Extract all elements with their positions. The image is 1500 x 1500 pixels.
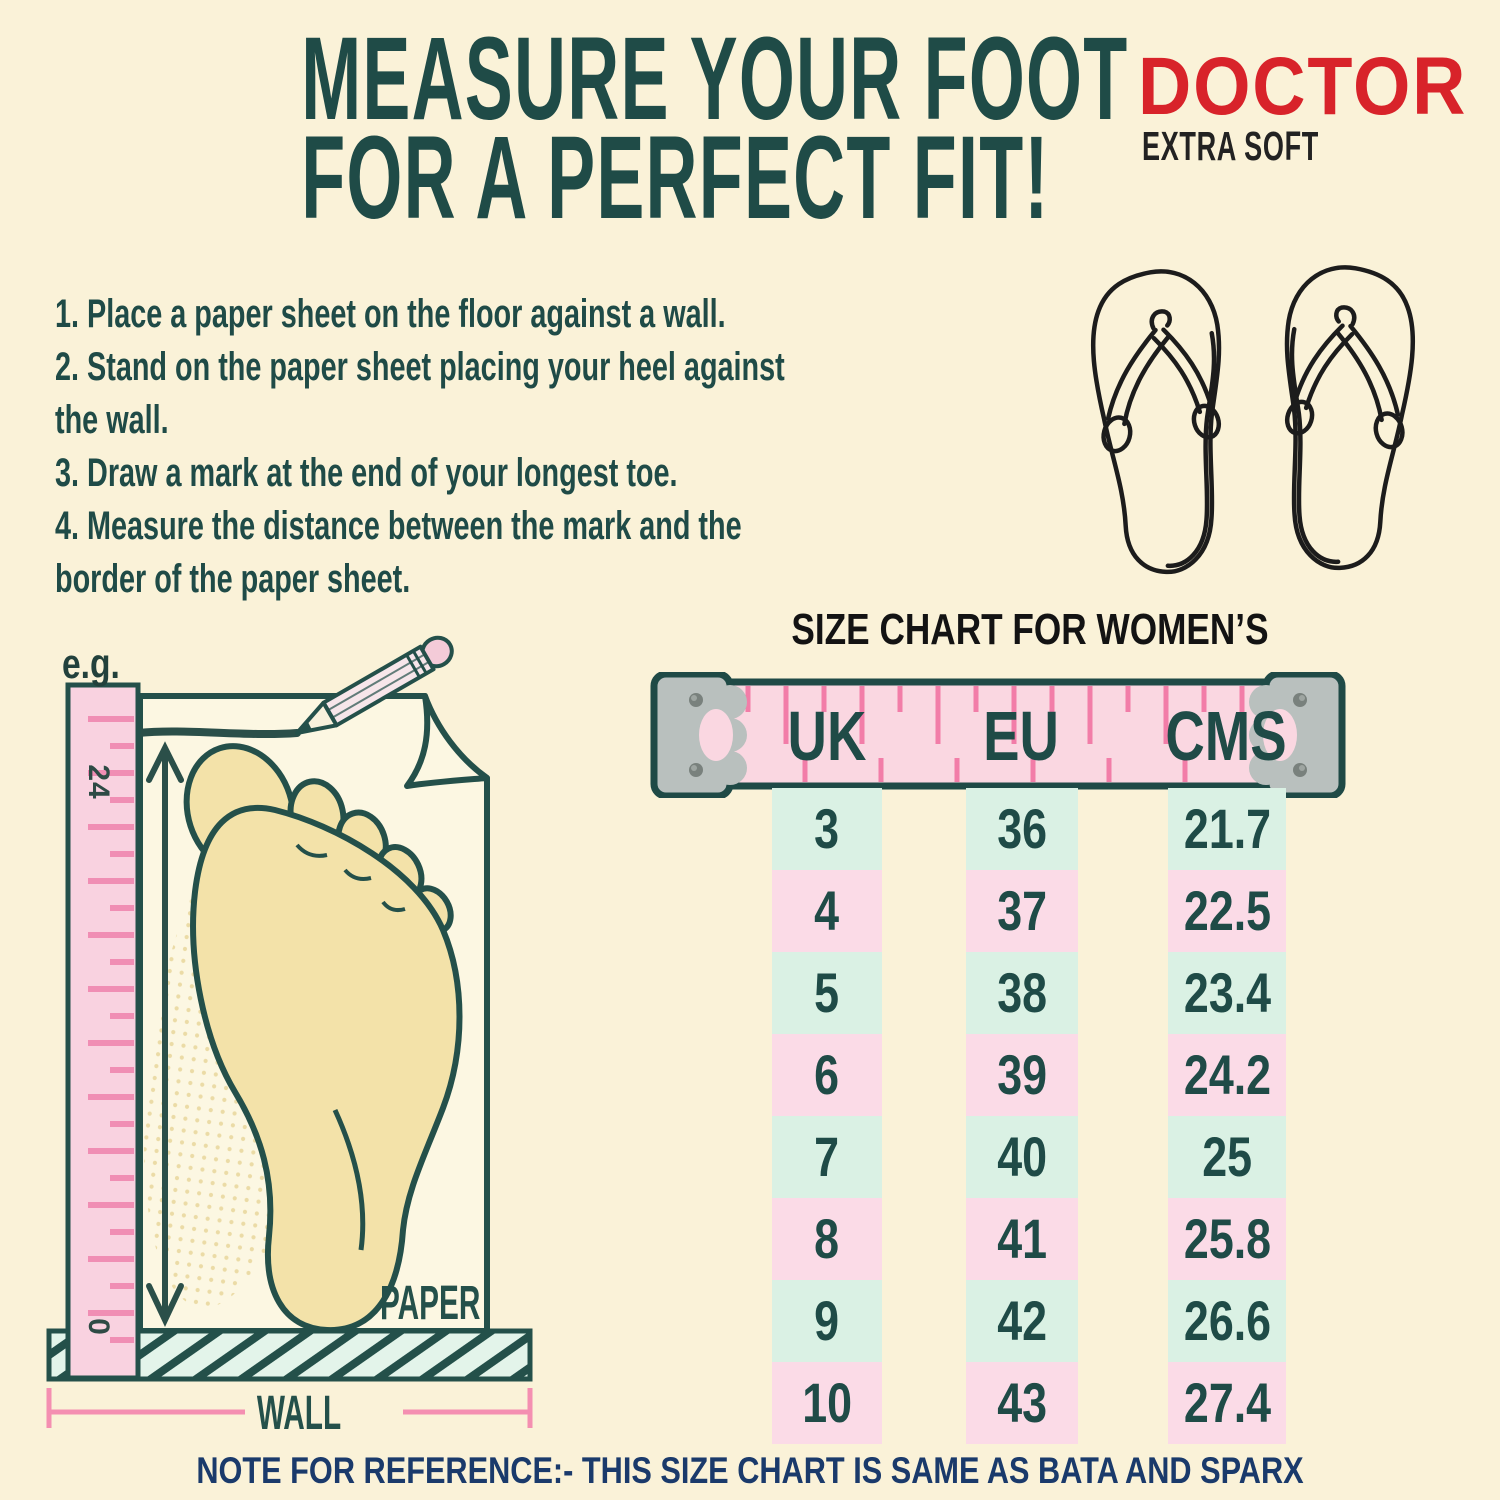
brand-tagline: EXTRA SOFT <box>1142 123 1319 169</box>
measurement-arrow <box>146 741 184 1328</box>
page-title-line1: MEASURE YOUR FOOT <box>301 13 1129 145</box>
ruler-graphic <box>65 682 141 1381</box>
instruction-step-2: 2. Stand on the paper sheet placing your… <box>55 345 785 442</box>
size-cell: 39 <box>966 1034 1078 1116</box>
size-cell: 8 <box>772 1198 882 1280</box>
size-cell: 43 <box>966 1362 1078 1444</box>
brand-logo: DOCTOR <box>1138 41 1468 132</box>
page-title: MEASURE YOUR FOOT FOR A PERFECT FIT! <box>301 13 1129 244</box>
size-cell: 25 <box>1168 1116 1286 1198</box>
flip-flop-right <box>1275 264 1417 571</box>
size-cell: 37 <box>966 870 1078 952</box>
size-chart-heading: SIZE CHART FOR WOMEN’S <box>791 605 1269 654</box>
size-cell: 7 <box>772 1116 882 1198</box>
column-header-cms: CMS <box>1165 697 1287 775</box>
column-strip-1: 36 37 38 39 40 41 42 43 <box>966 788 1078 1444</box>
instruction-step-3: 3. Draw a mark at the end of your longes… <box>55 451 678 495</box>
size-cell: 42 <box>966 1280 1078 1362</box>
size-cell: 23.4 <box>1168 952 1286 1034</box>
size-cell: 26.6 <box>1168 1280 1286 1362</box>
instruction-step-4: 4. Measure the distance between the mark… <box>55 504 742 601</box>
paper-label: PAPER <box>380 1277 481 1330</box>
pencil-mark-line <box>134 727 301 739</box>
flip-flops-icon <box>1068 256 1438 586</box>
size-cell: 36 <box>966 788 1078 870</box>
size-cell: 22.5 <box>1168 870 1286 952</box>
size-cell: 3 <box>772 788 882 870</box>
size-cell: 4 <box>772 870 882 952</box>
instruction-step-1: 1. Place a paper sheet on the floor agai… <box>55 292 726 336</box>
column-header-eu: EU <box>983 697 1059 775</box>
size-cell: 24.2 <box>1168 1034 1286 1116</box>
wall-bracket <box>46 1388 533 1428</box>
column-strip-0: 3 4 5 6 7 8 9 10 <box>772 788 882 1444</box>
ruler-value-0: 0 <box>82 1318 115 1336</box>
size-cell: 21.7 <box>1168 788 1286 870</box>
size-cell: 27.4 <box>1168 1362 1286 1444</box>
size-cell: 9 <box>772 1280 882 1362</box>
size-cell: 41 <box>966 1198 1078 1280</box>
size-cell: 38 <box>966 952 1078 1034</box>
pencil-icon <box>295 635 454 735</box>
size-cell: 40 <box>966 1116 1078 1198</box>
page-title-line2: FOR A PERFECT FIT! <box>301 112 1050 244</box>
example-label: e.g. <box>62 640 120 687</box>
measuring-tape-graphic <box>646 672 1350 798</box>
size-cell: 5 <box>772 952 882 1034</box>
ruler-value-24: 24 <box>82 764 115 800</box>
wall-label: WALL <box>256 1387 342 1440</box>
size-cell: 25.8 <box>1168 1198 1286 1280</box>
size-cell: 6 <box>772 1034 882 1116</box>
size-cell: 10 <box>772 1362 882 1444</box>
flip-flop-left <box>1089 268 1231 575</box>
tape-end-left <box>654 674 747 796</box>
instructions-list: 1. Place a paper sheet on the floor agai… <box>55 288 977 606</box>
foot-measurement-illustration <box>46 635 533 1428</box>
column-header-uk: UK <box>787 697 867 775</box>
column-strip-2: 21.7 22.5 23.4 24.2 25 25.8 26.6 27.4 <box>1168 788 1286 1444</box>
foot-outline <box>183 743 463 1334</box>
reference-note: NOTE FOR REFERENCE:- THIS SIZE CHART IS … <box>196 1450 1304 1491</box>
